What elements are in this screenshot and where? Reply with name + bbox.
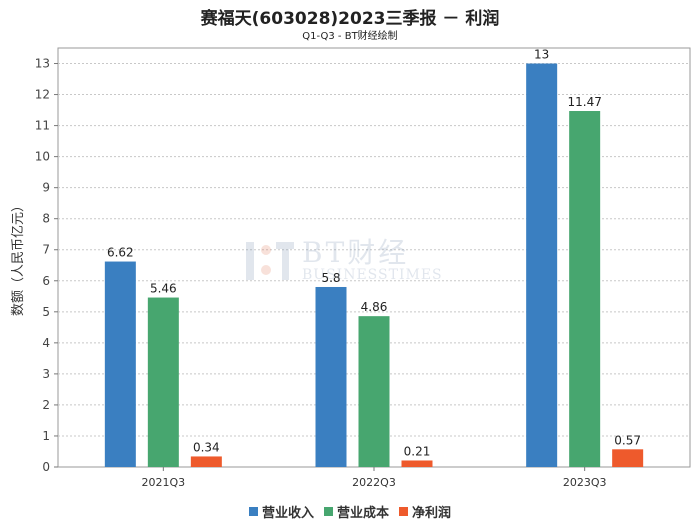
- bar-value-label: 0.34: [193, 440, 220, 454]
- bar-value-label: 4.86: [361, 300, 388, 314]
- y-tick-label: 7: [42, 243, 50, 257]
- legend-item-revenue: 营业收入: [248, 502, 314, 521]
- y-tick-label: 1: [42, 429, 50, 443]
- bar-value-label: 0.57: [614, 433, 641, 447]
- y-tick-label: 5: [42, 305, 50, 319]
- x-tick-label: 2023Q3: [563, 476, 607, 489]
- watermark-line2: BUSINESSTIMES: [302, 267, 443, 283]
- y-tick-label: 11: [35, 119, 50, 133]
- bar-0-1: [147, 297, 179, 467]
- bar-1-0: [315, 286, 347, 467]
- chart-subtitle: Q1-Q3 - BT财经绘制: [302, 31, 398, 42]
- y-tick-label: 13: [35, 57, 50, 71]
- y-tick-label: 10: [35, 150, 50, 164]
- legend-item-profit: 净利润: [399, 502, 451, 521]
- y-tick-label: 8: [42, 212, 50, 226]
- watermark: BT财经 BUSINESSTIMES: [244, 238, 443, 284]
- legend-label-revenue: 营业收入: [261, 506, 314, 521]
- bar-value-label: 6.62: [107, 246, 134, 260]
- legend-swatch-profit: [399, 507, 408, 516]
- y-tick-label: 12: [35, 88, 50, 102]
- chart-legend: 营业收入 营业成本 净利润: [0, 502, 700, 521]
- bar-value-label: 11.47: [567, 95, 601, 109]
- y-tick-label: 4: [42, 336, 50, 350]
- bar-0-0: [104, 261, 136, 467]
- bt-logo-icon: [246, 242, 294, 280]
- bar-2-0: [526, 63, 558, 467]
- bar-1-1: [358, 316, 390, 467]
- bar-2-1: [569, 111, 601, 467]
- bar-value-label: 5.8: [321, 271, 340, 285]
- y-axis-label: 数额（人民币亿元）: [11, 199, 26, 316]
- legend-item-cost: 营业成本: [323, 502, 389, 521]
- x-tick-label: 2022Q3: [352, 476, 396, 489]
- chart-title: 赛福天(603028)2023三季报 － 利润: [200, 9, 500, 29]
- y-tick-label: 6: [42, 274, 50, 288]
- x-tick-label: 2021Q3: [142, 476, 186, 489]
- bar-2-2: [612, 449, 644, 467]
- bar-value-label: 13: [534, 48, 549, 62]
- bar-value-label: 0.21: [404, 444, 431, 458]
- legend-swatch-cost: [323, 507, 333, 516]
- legend-label-cost: 营业成本: [336, 506, 389, 521]
- watermark-line1: BT财经: [302, 236, 410, 269]
- legend-swatch-revenue: [248, 507, 258, 516]
- y-tick-label: 2: [42, 398, 50, 412]
- y-tick-label: 0: [42, 460, 50, 474]
- bar-value-label: 5.46: [150, 282, 177, 296]
- y-tick-label: 9: [42, 181, 50, 195]
- bar-1-2: [401, 460, 433, 467]
- legend-label-profit: 净利润: [412, 506, 452, 521]
- y-tick-label: 3: [42, 367, 50, 381]
- bar-0-2: [190, 456, 222, 467]
